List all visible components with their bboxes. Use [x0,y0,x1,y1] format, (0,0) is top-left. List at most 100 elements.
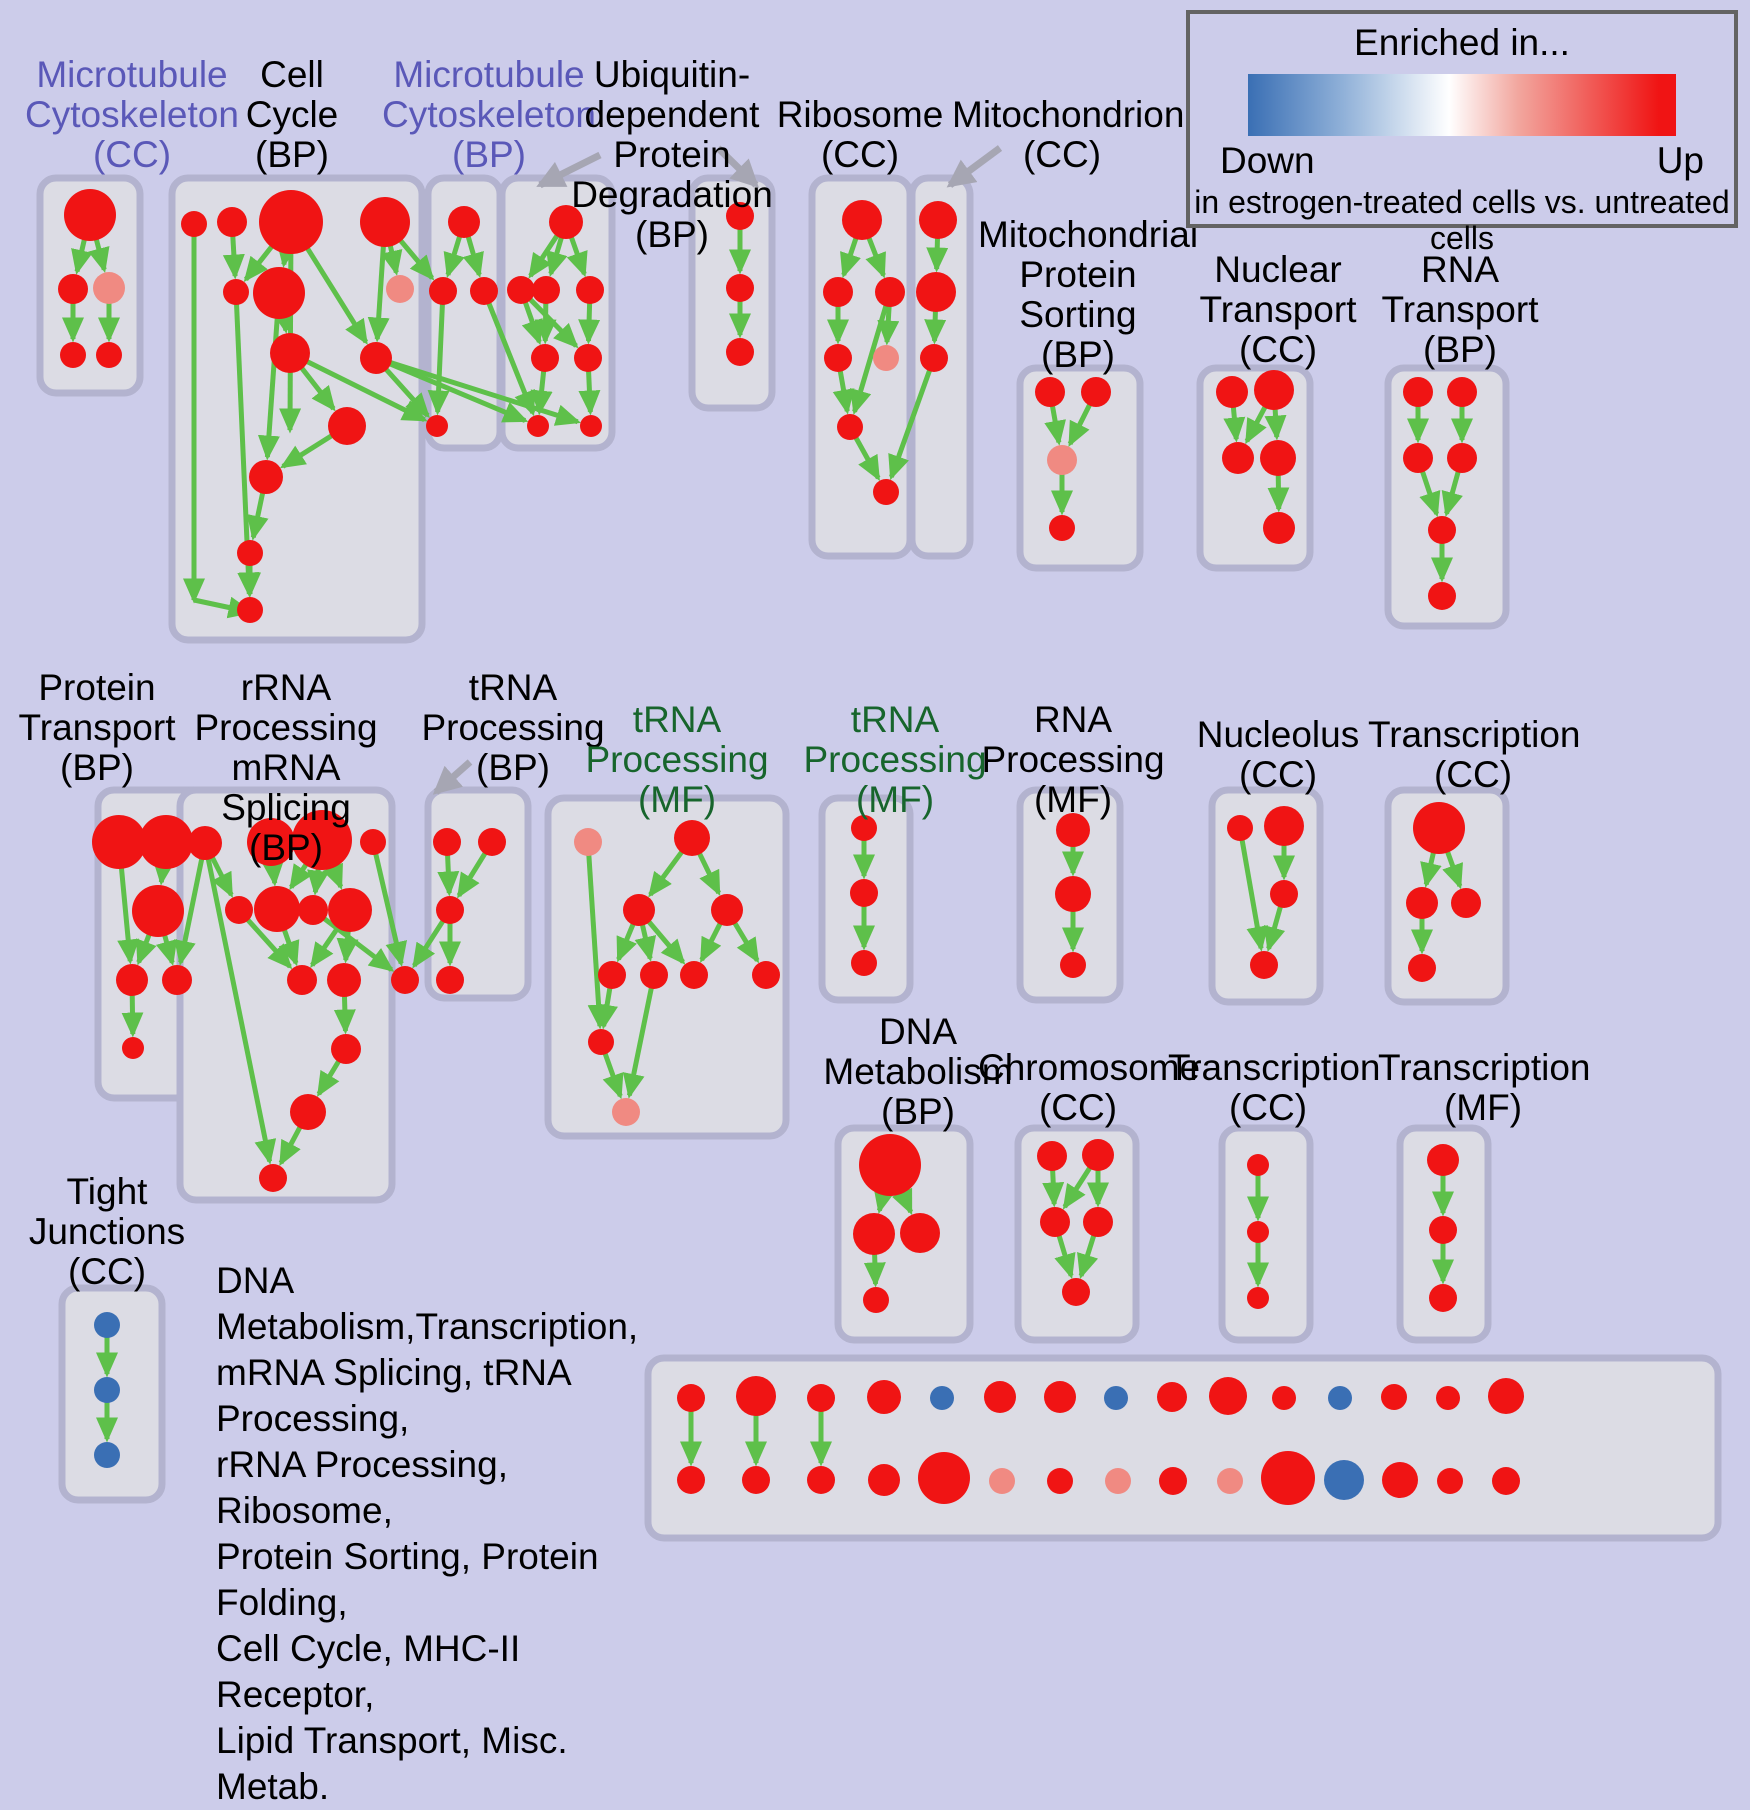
go-term-node[interactable] [58,274,88,304]
go-term-node[interactable] [478,828,506,856]
go-term-node[interactable] [259,190,323,254]
go-term-node[interactable] [217,207,247,237]
go-term-node[interactable] [1324,1460,1364,1500]
go-term-node[interactable] [1264,806,1304,846]
go-term-node[interactable] [873,479,899,505]
go-term-node[interactable] [1044,1381,1076,1413]
go-term-node[interactable] [850,879,878,907]
go-term-node[interactable] [930,1386,954,1410]
go-term-node[interactable] [1447,443,1477,473]
go-term-node[interactable] [1083,1207,1113,1237]
go-term-node[interactable] [574,828,602,856]
go-term-node[interactable] [859,1134,921,1196]
go-term-node[interactable] [360,197,410,247]
go-term-node[interactable] [807,1384,835,1412]
go-term-node[interactable] [60,342,86,368]
go-term-node[interactable] [1451,888,1481,918]
go-term-node[interactable] [64,189,116,241]
go-term-node[interactable] [752,961,780,989]
go-term-node[interactable] [680,961,708,989]
go-term-node[interactable] [1227,815,1253,841]
go-term-node[interactable] [1250,951,1278,979]
go-term-node[interactable] [1105,1468,1131,1494]
go-term-node[interactable] [527,415,549,437]
go-term-node[interactable] [237,540,263,566]
go-term-node[interactable] [742,1466,770,1494]
go-term-node[interactable] [612,1098,640,1126]
go-term-node[interactable] [1222,442,1254,474]
go-term-node[interactable] [249,460,283,494]
go-term-node[interactable] [1055,876,1091,912]
go-term-node[interactable] [253,267,305,319]
go-term-node[interactable] [1403,443,1433,473]
go-term-node[interactable] [287,965,317,995]
go-term-node[interactable] [919,201,957,239]
go-term-node[interactable] [726,274,754,302]
go-term-node[interactable] [507,276,535,304]
go-term-node[interactable] [916,272,956,312]
go-term-node[interactable] [92,815,146,869]
go-term-node[interactable] [640,961,668,989]
go-term-node[interactable] [386,275,414,303]
go-term-node[interactable] [1247,1287,1269,1309]
go-term-node[interactable] [448,206,480,238]
go-term-node[interactable] [1247,1154,1269,1176]
go-term-node[interactable] [580,415,602,437]
go-term-node[interactable] [1217,1468,1243,1494]
go-term-node[interactable] [1492,1467,1520,1495]
go-term-node[interactable] [1159,1467,1187,1495]
go-term-node[interactable] [1209,1377,1247,1415]
go-term-node[interactable] [1272,1386,1296,1410]
go-term-node[interactable] [331,1034,361,1064]
go-term-node[interactable] [181,211,207,237]
go-term-node[interactable] [875,277,905,307]
go-term-node[interactable] [842,200,882,240]
go-term-node[interactable] [1408,954,1436,982]
go-term-node[interactable] [1428,516,1456,544]
go-term-node[interactable] [920,344,948,372]
go-term-node[interactable] [1081,377,1111,407]
go-term-node[interactable] [674,820,710,856]
go-term-node[interactable] [1413,802,1465,854]
go-term-node[interactable] [1082,1139,1114,1171]
go-term-node[interactable] [237,597,263,623]
go-term-node[interactable] [1382,1462,1418,1498]
go-term-node[interactable] [328,888,372,932]
go-term-node[interactable] [989,1468,1015,1494]
go-term-node[interactable] [1035,377,1065,407]
go-term-node[interactable] [1047,1468,1073,1494]
go-term-node[interactable] [1428,582,1456,610]
go-term-node[interactable] [1328,1386,1352,1410]
go-term-node[interactable] [574,344,602,372]
go-term-node[interactable] [837,414,863,440]
go-term-node[interactable] [1403,377,1433,407]
go-term-node[interactable] [532,276,560,304]
go-term-node[interactable] [918,1452,970,1504]
go-term-node[interactable] [598,961,626,989]
go-term-node[interactable] [270,333,310,373]
go-term-node[interactable] [531,344,559,372]
go-term-node[interactable] [433,828,461,856]
go-term-node[interactable] [1157,1382,1187,1412]
go-term-node[interactable] [122,1037,144,1059]
go-term-node[interactable] [360,342,392,374]
go-term-node[interactable] [1247,1221,1269,1243]
go-term-node[interactable] [94,1442,120,1468]
go-term-node[interactable] [1406,887,1438,919]
go-term-node[interactable] [1447,377,1477,407]
go-term-node[interactable] [470,277,498,305]
go-term-node[interactable] [259,1164,287,1192]
go-term-node[interactable] [93,272,125,304]
go-term-node[interactable] [1104,1386,1128,1410]
go-term-node[interactable] [1254,370,1294,410]
go-term-node[interactable] [290,1094,326,1130]
go-term-node[interactable] [823,277,853,307]
go-term-node[interactable] [1216,376,1248,408]
go-term-node[interactable] [1062,1278,1090,1306]
go-term-node[interactable] [116,964,148,996]
go-term-node[interactable] [1261,1451,1315,1505]
go-term-node[interactable] [726,338,754,366]
go-term-node[interactable] [736,1376,776,1416]
go-term-node[interactable] [867,1380,901,1414]
go-term-node[interactable] [588,1029,614,1055]
